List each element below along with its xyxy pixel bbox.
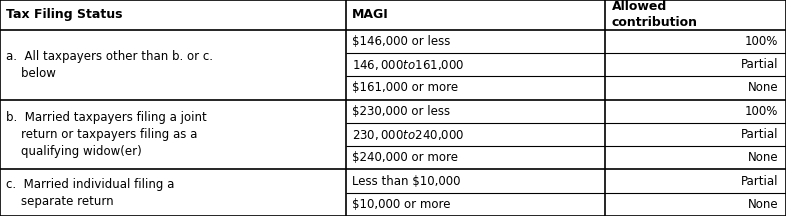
Text: a.  All taxpayers other than b. or c.
    below: a. All taxpayers other than b. or c. bel… xyxy=(6,50,213,80)
Text: Less than $10,000: Less than $10,000 xyxy=(352,175,461,187)
Text: None: None xyxy=(747,151,778,164)
Text: b.  Married taxpayers filing a joint
    return or taxpayers filing as a
    qua: b. Married taxpayers filing a joint retu… xyxy=(6,111,207,158)
Text: Tax Filing Status: Tax Filing Status xyxy=(6,8,123,21)
Text: $146,000 to $161,000: $146,000 to $161,000 xyxy=(352,58,465,72)
Text: MAGI: MAGI xyxy=(352,8,389,21)
Text: 100%: 100% xyxy=(745,35,778,48)
Text: None: None xyxy=(747,198,778,211)
Text: $230,000 to $240,000: $230,000 to $240,000 xyxy=(352,127,465,141)
Text: None: None xyxy=(747,81,778,94)
Text: $146,000 or less: $146,000 or less xyxy=(352,35,450,48)
Text: $161,000 or more: $161,000 or more xyxy=(352,81,458,94)
Text: Allowed
contribution: Allowed contribution xyxy=(612,0,697,29)
Text: c.  Married individual filing a
    separate return: c. Married individual filing a separate … xyxy=(6,178,174,208)
Text: $230,000 or less: $230,000 or less xyxy=(352,105,450,118)
Text: 100%: 100% xyxy=(745,105,778,118)
Text: $10,000 or more: $10,000 or more xyxy=(352,198,450,211)
Text: Partial: Partial xyxy=(740,58,778,71)
Text: $240,000 or more: $240,000 or more xyxy=(352,151,458,164)
Text: Partial: Partial xyxy=(740,175,778,187)
Text: Partial: Partial xyxy=(740,128,778,141)
